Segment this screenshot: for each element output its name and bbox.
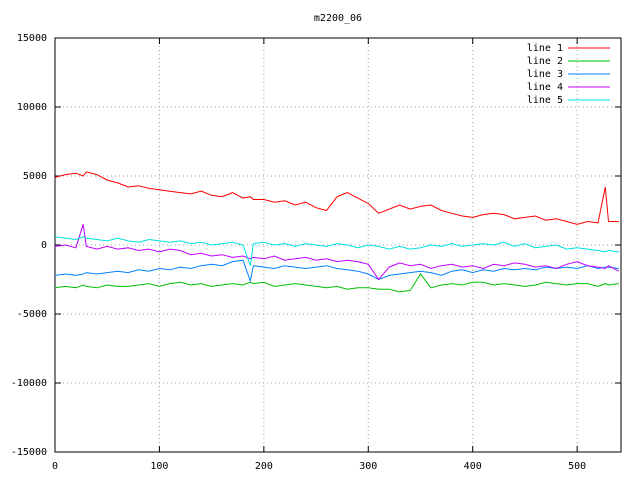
y-tick-label: 15000 <box>17 33 47 44</box>
chart-title: m2200_06 <box>314 13 362 24</box>
y-tick-label: -10000 <box>11 378 47 389</box>
line-series <box>54 259 619 283</box>
x-tick-label: 300 <box>359 461 377 472</box>
y-tick-label: 0 <box>41 240 47 251</box>
line-series <box>54 236 619 266</box>
x-tick-label: 400 <box>464 461 482 472</box>
x-tick-label: 200 <box>255 461 273 472</box>
y-tick-label: 5000 <box>23 171 47 182</box>
legend-label: line 1 <box>527 43 563 54</box>
legend-label: line 2 <box>527 56 563 67</box>
plot-border <box>54 37 622 453</box>
legend-label: line 3 <box>527 69 563 80</box>
x-tick-label: 100 <box>150 461 168 472</box>
x-tick-label: 500 <box>568 461 586 472</box>
line-series <box>54 224 620 281</box>
y-tick-label: 10000 <box>17 102 47 113</box>
legend-label: line 4 <box>527 82 563 93</box>
legend-label: line 5 <box>527 95 563 106</box>
line-series <box>54 273 619 293</box>
y-tick-label: -15000 <box>11 447 47 458</box>
y-tick-label: -5000 <box>17 309 47 320</box>
line-series <box>54 171 619 225</box>
x-tick-label: 0 <box>52 461 58 472</box>
